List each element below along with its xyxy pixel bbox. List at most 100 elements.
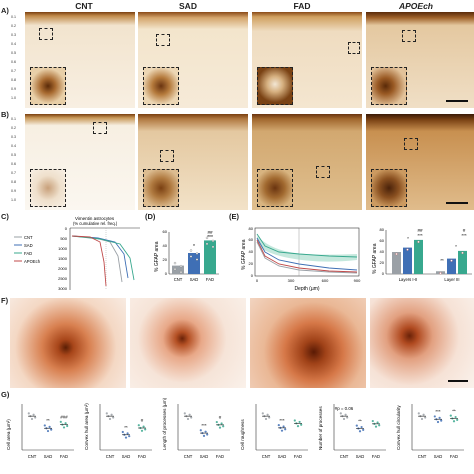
bar-sad xyxy=(188,253,200,274)
morph-point xyxy=(420,417,424,421)
bar-cnt xyxy=(172,265,184,274)
morph-xtick: FAD xyxy=(450,454,458,459)
data-point xyxy=(205,242,209,246)
chart-c-series-apoech xyxy=(71,235,107,287)
morph-sig: # xyxy=(141,418,144,423)
morph-point xyxy=(46,429,50,433)
micrograph-b-sad xyxy=(138,114,248,210)
morph-sig: *** xyxy=(279,418,284,423)
morph-point xyxy=(199,429,202,432)
morph-xtick: CNT xyxy=(28,454,37,459)
roi-box xyxy=(39,28,53,40)
morph-sig: # xyxy=(219,415,222,420)
svg-text:*: * xyxy=(455,244,457,249)
bar-layer-iii-1 xyxy=(447,258,456,274)
micrograph-a-sad xyxy=(138,12,248,108)
morph-sig: *** xyxy=(435,409,440,414)
chart-c-series-fad xyxy=(71,235,135,281)
morph-point xyxy=(105,412,108,415)
data-point xyxy=(173,267,177,271)
scale-bar xyxy=(448,380,468,382)
micrograph-b-cnt xyxy=(25,114,135,210)
chart-e-series-apoech xyxy=(256,239,358,273)
data-point xyxy=(439,272,442,275)
chart-d-sig-sad: * xyxy=(193,244,195,250)
morph-point xyxy=(137,424,140,427)
svg-text:60: 60 xyxy=(249,237,254,242)
zoom-inset xyxy=(257,67,293,105)
morph-xtick: FAD xyxy=(60,454,68,459)
bar-fad xyxy=(204,240,216,274)
svg-text:40: 40 xyxy=(380,249,385,254)
zoom-inset xyxy=(257,169,293,207)
roi-box xyxy=(316,166,330,178)
chart-g-morphometry: Cell area (µm²) CNT ** SAD ### FAD Convex hull… xyxy=(6,397,464,459)
svg-text:80: 80 xyxy=(380,227,385,232)
morph-point xyxy=(112,416,115,419)
morph-point xyxy=(282,425,285,428)
chart-c-subtitle: (% cumulative rel. freq.) xyxy=(73,221,118,226)
svg-text:20: 20 xyxy=(249,261,254,266)
chart-d-sig-fad-star: *** xyxy=(207,235,213,241)
morph-ylabel: Convex hull circularity xyxy=(396,405,401,450)
data-point xyxy=(173,261,177,265)
data-point xyxy=(450,259,453,262)
morph-xtick: SAD xyxy=(44,454,53,459)
svg-text:0: 0 xyxy=(256,278,259,283)
svg-text:0: 0 xyxy=(65,226,68,231)
morph-point xyxy=(30,417,34,421)
morph-point xyxy=(371,419,374,423)
morph-sig: ** xyxy=(358,418,362,423)
svg-text:#: # xyxy=(463,228,466,233)
svg-text:3000: 3000 xyxy=(58,286,68,291)
chart-c-legend: CNT SAD FAD APOEch xyxy=(14,235,41,264)
svg-text:0: 0 xyxy=(382,271,385,276)
chart-c-vimentin: Vimentin astrocytes (% cumulative rel. f… xyxy=(14,216,140,291)
morph-point xyxy=(378,424,381,427)
morph-point xyxy=(355,424,358,427)
chart-e-ylabel: % GFAP area xyxy=(241,239,247,270)
svg-text:900: 900 xyxy=(354,278,361,283)
micrograph-b-fad xyxy=(252,114,362,210)
morph-point xyxy=(220,422,223,425)
panel-label-f: F) xyxy=(1,296,9,305)
morph-point xyxy=(190,416,193,419)
roi-box xyxy=(156,34,170,46)
data-point xyxy=(205,236,209,240)
svg-text:2500: 2500 xyxy=(58,276,68,281)
bar-layers-i-ii-0 xyxy=(392,252,401,274)
morph-panel-0: Cell area (µm²) CNT ** SAD ### FAD xyxy=(6,404,74,459)
morph-point xyxy=(121,430,124,434)
data-point xyxy=(211,245,215,249)
svg-text:APOEch: APOEch xyxy=(24,259,41,264)
morph-point xyxy=(140,429,144,432)
morph-point xyxy=(346,416,349,419)
svg-text:**: ** xyxy=(440,258,444,263)
zoom-inset xyxy=(30,169,66,207)
bar-layers-i-ii-2 xyxy=(414,239,423,274)
morph-point xyxy=(264,417,268,421)
data-point xyxy=(179,270,183,274)
data-point xyxy=(189,249,193,252)
morph-xtick: CNT xyxy=(106,454,115,459)
morph-point xyxy=(62,426,66,429)
morph-point xyxy=(202,434,206,437)
morph-ylabel: Number of processes xyxy=(318,406,323,450)
morph-point xyxy=(27,412,30,415)
morph-point xyxy=(43,424,46,427)
panel-label-e: (E) xyxy=(229,212,239,221)
morph-point xyxy=(417,412,420,415)
morph-point xyxy=(32,413,35,416)
svg-text:SAD: SAD xyxy=(24,243,33,248)
morph-point xyxy=(34,416,37,419)
morph-sig: #p = 0.06 xyxy=(335,406,354,411)
morph-point xyxy=(261,412,264,415)
morph-sig: ### xyxy=(60,415,68,420)
morph-point xyxy=(296,425,300,428)
morph-xtick: SAD xyxy=(278,454,287,459)
morph-ylabel: Cell area (µm²) xyxy=(6,419,11,450)
chart-d-yticks: 0 20 40 60 xyxy=(163,229,168,276)
svg-text:40: 40 xyxy=(249,249,254,254)
chart-d-sig-fad-hash: ## xyxy=(207,230,213,235)
chart-e-band-fad xyxy=(257,236,357,262)
